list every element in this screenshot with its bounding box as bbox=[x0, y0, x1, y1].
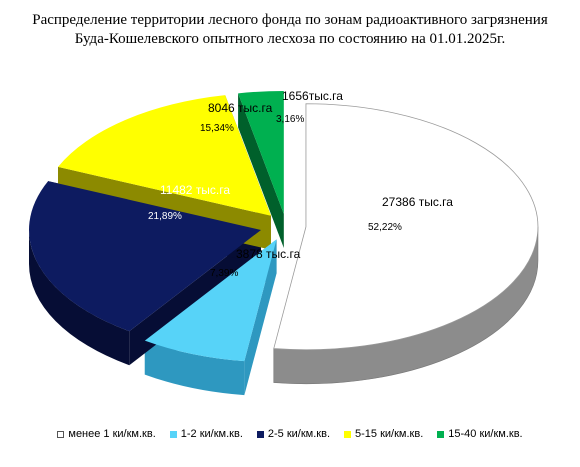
slice-value-label: 27386 тыс.га bbox=[382, 195, 453, 209]
legend-item: 1-2 ки/км.кв. bbox=[169, 428, 243, 440]
legend-swatch bbox=[57, 430, 65, 438]
pie-slice bbox=[144, 239, 277, 362]
legend-item: 2-5 ки/км.кв. bbox=[256, 428, 331, 440]
legend-swatch bbox=[344, 430, 352, 438]
pie-slice bbox=[57, 95, 271, 216]
legend-label: 15-40 ки/км.кв. bbox=[448, 428, 523, 440]
pie-slice bbox=[29, 181, 262, 332]
legend-item: 15-40 ки/км.кв. bbox=[437, 428, 523, 440]
slice-value-label: 1656тыс.га bbox=[282, 89, 343, 103]
legend-label: менее 1 ки/км.кв. bbox=[68, 428, 156, 440]
legend-swatch bbox=[437, 430, 445, 438]
legend-swatch bbox=[169, 430, 177, 438]
legend-item: менее 1 ки/км.кв. bbox=[57, 428, 156, 440]
slice-percent-label: 3,16% bbox=[276, 114, 304, 125]
legend-label: 2-5 ки/км.кв. bbox=[267, 428, 331, 440]
pie-slice-side bbox=[29, 229, 130, 366]
chart-subtitle: Буда-Кошелевского опытного лесхоза по со… bbox=[74, 31, 506, 47]
legend-label: 1-2 ки/км.кв. bbox=[180, 428, 243, 440]
chart-title: Распределение территории лесного фонда п… bbox=[32, 12, 548, 28]
pie-slice bbox=[273, 103, 539, 351]
slice-value-label: 11482 тыс.га bbox=[160, 183, 230, 197]
pie-slice-side bbox=[238, 93, 284, 248]
slice-value-label: 8046 тыс.га bbox=[208, 101, 273, 115]
slice-value-label: 3878 тыс.га bbox=[236, 247, 301, 261]
legend-label: 5-15 ки/км.кв. bbox=[355, 428, 424, 440]
pie-slice-side bbox=[144, 340, 245, 396]
legend-swatch bbox=[256, 430, 264, 438]
slice-percent-label: 7,39% bbox=[210, 268, 238, 279]
chart-legend: менее 1 ки/км.кв. 1-2 ки/км.кв. 2-5 ки/к… bbox=[0, 428, 580, 440]
pie-slice bbox=[238, 90, 284, 214]
legend-item: 5-15 ки/км.кв. bbox=[344, 428, 423, 440]
slice-percent-label: 15,34% bbox=[200, 123, 234, 134]
slice-percent-label: 52,22% bbox=[368, 222, 402, 233]
slice-percent-label: 21,89% bbox=[148, 211, 182, 222]
